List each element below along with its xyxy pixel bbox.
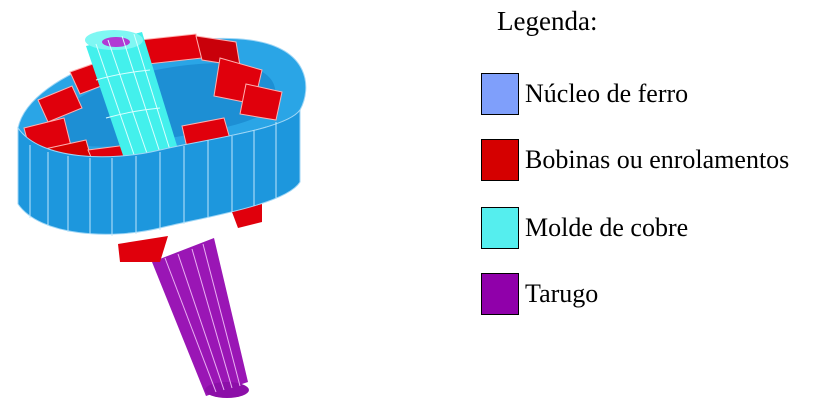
legend-swatch-copper-mold (481, 207, 519, 249)
legend-title: Legenda: (497, 6, 598, 36)
legend-item-billet: Tarugo (481, 270, 598, 318)
induction-furnace-model (17, 30, 307, 398)
iron-ring-front (17, 108, 301, 236)
legend-label-iron-core: Núcleo de ferro (525, 79, 689, 108)
legend-swatch-billet (481, 273, 519, 315)
billet-rod (152, 238, 249, 398)
legend-label-copper-mold: Molde de cobre (525, 213, 689, 242)
legend-swatch-iron-core (481, 73, 519, 115)
legend-item-coils: Bobinas ou enrolamentos (481, 136, 789, 184)
legend-label-billet: Tarugo (525, 279, 599, 308)
copper-mold (85, 30, 182, 176)
legend-item-copper-mold: Molde de cobre (481, 204, 688, 252)
legend-label-coils: Bobinas ou enrolamentos (525, 145, 790, 174)
legend-swatch-coils (481, 139, 519, 181)
legend-item-iron-core: Núcleo de ferro (481, 70, 688, 118)
